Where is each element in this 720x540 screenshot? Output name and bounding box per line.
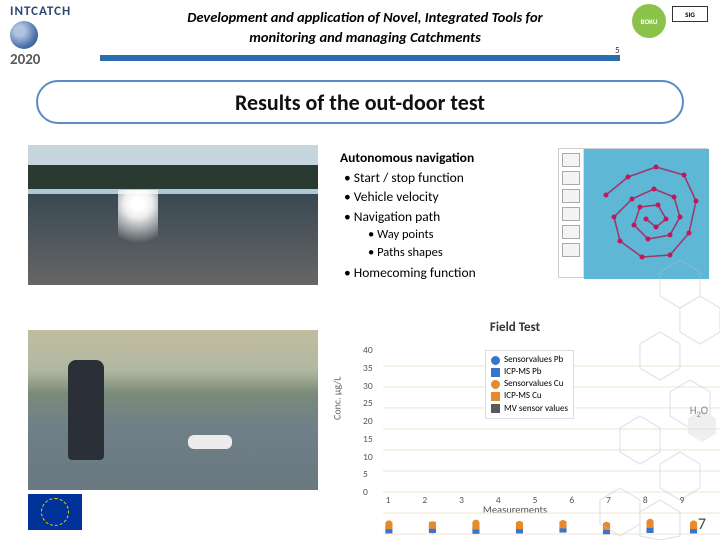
map-toolbar: [559, 149, 584, 277]
map-tool-icon: [562, 189, 580, 203]
nav-item: Start / stop function: [344, 168, 565, 188]
navigation-map: [558, 148, 708, 278]
map-tool-icon: [562, 225, 580, 239]
chart-legend: Sensorvalues PbICP-MS PbSensorvalues CuI…: [485, 350, 574, 419]
nav-subitem: Paths shapes: [368, 244, 565, 262]
sig-logo-icon: SIG: [672, 6, 708, 22]
header: INTCATCH 2020 Development and applicatio…: [0, 0, 720, 72]
boku-logo-icon: BOKU: [632, 4, 666, 38]
nav-item: Navigation path: [344, 207, 565, 227]
slide-subtitle: Development and application of Novel, In…: [130, 8, 600, 47]
header-rule-tick: 5: [615, 45, 623, 56]
project-logo: INTCATCH 2020: [10, 4, 95, 69]
page-number: 7: [698, 515, 706, 534]
map-tool-icon: [562, 207, 580, 221]
nav-heading: Autonomous navigation: [340, 148, 565, 168]
section-title-box: Results of the out-door test: [36, 80, 684, 124]
nav-item: Vehicle velocity: [344, 187, 565, 207]
autonomous-nav-text: Autonomous navigation Start / stop funct…: [340, 148, 565, 282]
globe-icon: [10, 21, 38, 49]
field-test-chart: Field Test Conc. µg/L Measurements Senso…: [335, 320, 695, 520]
chart-title: Field Test: [335, 320, 695, 335]
map-tool-icon: [562, 171, 580, 185]
section-title: Results of the out-door test: [235, 89, 485, 116]
photo-operator-boat: [28, 330, 318, 490]
slide: INTCATCH 2020 Development and applicatio…: [0, 0, 720, 540]
person-icon: [68, 360, 104, 460]
header-rule: [100, 55, 620, 61]
boat-icon: [188, 435, 232, 449]
nav-subitem: Way points: [368, 226, 565, 244]
nav-sublist: Way points Paths shapes: [340, 226, 565, 262]
nav-list: Start / stop function Vehicle velocity N…: [340, 168, 565, 227]
project-year: 2020: [10, 51, 95, 69]
map-tool-icon: [562, 243, 580, 257]
sun-reflection-icon: [118, 190, 158, 280]
photo-lake-reflection: [28, 145, 318, 285]
map-path-svg: [584, 149, 709, 279]
nav-list-tail: Homecoming function: [340, 263, 565, 283]
h2o-label: H2O: [690, 404, 708, 420]
partner-logos: BOKU SIG: [632, 4, 708, 38]
project-name: INTCATCH: [10, 4, 95, 19]
eu-flag-icon: [28, 494, 82, 530]
nav-item: Homecoming function: [344, 263, 565, 283]
map-tool-icon: [562, 153, 580, 167]
chart-ylabel: Conc. µg/L: [331, 376, 344, 420]
